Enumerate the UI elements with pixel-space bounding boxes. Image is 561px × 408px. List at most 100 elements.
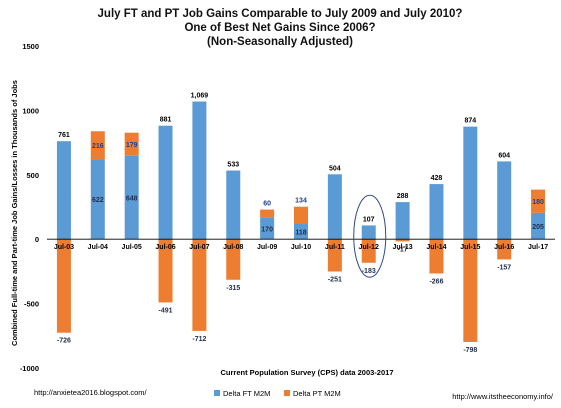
- bar-ft: [56, 141, 71, 240]
- data-label-pt: -712: [192, 336, 206, 343]
- data-labels: 761 -726 622 216 648 179 881 -491 1,069 -712 533 -3…: [57, 93, 544, 354]
- bar-pt: [226, 239, 241, 280]
- bar-ft: [124, 155, 139, 240]
- data-label-pt: 216: [92, 143, 104, 150]
- bar-pt: [327, 239, 342, 272]
- footer-right-url: http://www.itstheeconomy.info/: [452, 392, 554, 401]
- x-axis-label: Current Population Survey (CPS) data 200…: [221, 368, 394, 377]
- category-label: Jul-08: [223, 244, 243, 251]
- title-line-1: July FT and PT Job Gains Comparable to J…: [98, 8, 463, 20]
- data-label-ft: 1,069: [191, 93, 209, 100]
- data-label-pt: -17: [398, 246, 408, 253]
- legend-label: Delta PT M2M: [293, 389, 341, 398]
- category-label: Jul-10: [291, 244, 311, 251]
- category-label: Jul-07: [189, 244, 209, 251]
- bar-ft: [226, 170, 241, 240]
- y-tick-label: -1000: [20, 364, 39, 373]
- data-label-ft: 170: [261, 226, 273, 233]
- data-label-pt: 134: [295, 198, 307, 205]
- category-label: Jul-05: [122, 244, 142, 251]
- bar-ft: [395, 202, 410, 240]
- y-tick-label: 1500: [22, 42, 39, 51]
- bars: [56, 101, 546, 342]
- bar-pt: [294, 206, 308, 225]
- bar-pt: [192, 239, 207, 331]
- bar-pt: [463, 239, 478, 342]
- data-label-ft: 604: [498, 152, 510, 159]
- data-label-ft: 118: [295, 230, 306, 237]
- category-label: Jul-09: [257, 244, 277, 251]
- data-label-ft: 107: [363, 216, 375, 223]
- data-label-ft: 428: [431, 175, 443, 182]
- y-tick-label: 1000: [22, 106, 39, 115]
- data-label-pt: -315: [226, 285, 240, 292]
- data-label-pt: -726: [57, 338, 71, 345]
- bar-ft: [260, 217, 275, 240]
- bar-ft: [361, 225, 376, 240]
- category-label: Jul-16: [494, 244, 514, 251]
- bar-pt: [361, 239, 376, 263]
- data-label-pt: -183: [362, 268, 376, 275]
- legend-swatch: [284, 390, 290, 396]
- category-label: Jul-04: [88, 244, 108, 251]
- data-label-pt: -491: [159, 307, 173, 314]
- data-label-pt: -798: [463, 347, 477, 354]
- category-label: Jul-11: [325, 244, 345, 251]
- bar-pt: [90, 131, 105, 160]
- legend: Delta FT M2M Delta PT M2M: [214, 389, 341, 398]
- category-label: Jul-17: [528, 244, 548, 251]
- legend-label: Delta FT M2M: [223, 389, 270, 398]
- category-label: Jul-06: [155, 244, 175, 251]
- y-axis-label: Combined Full-time and Part-time Job Gai…: [10, 80, 19, 346]
- bar-ft: [90, 159, 105, 240]
- bar-ft: [531, 212, 546, 240]
- highlight-ellipse: [353, 194, 387, 278]
- bar-ft: [192, 101, 207, 240]
- bar-pt: [158, 239, 173, 303]
- category-label: Jul-15: [460, 244, 480, 251]
- y-axis: -1000 -500 0 500 1000 1500: [20, 42, 39, 373]
- data-label-ft: 881: [160, 117, 172, 124]
- data-label-ft: 648: [126, 195, 138, 202]
- legend-swatch: [214, 390, 220, 396]
- data-label-ft: 761: [58, 132, 70, 139]
- bar-pt: [56, 239, 71, 333]
- data-label-pt: 179: [126, 142, 138, 149]
- bar-ft: [158, 125, 173, 240]
- bar-ft: [463, 126, 478, 240]
- y-tick-label: -500: [24, 300, 39, 309]
- bar-ft: [429, 184, 444, 240]
- category-label: Jul-14: [426, 244, 446, 251]
- data-label-ft: 874: [464, 118, 476, 125]
- data-label-ft: 504: [329, 165, 341, 172]
- bar-pt: [260, 209, 275, 218]
- y-tick-label: 500: [26, 171, 39, 180]
- category-label: Jul-13: [392, 244, 412, 251]
- bar-pt: [395, 239, 410, 242]
- data-label-ft: 288: [397, 193, 409, 200]
- category-label: Jul-03: [54, 244, 74, 251]
- bar-pt: [124, 132, 139, 156]
- footer-left-url: http://anxietea2016.blogspot.com/: [34, 388, 147, 397]
- chart-title: July FT and PT Job Gains Comparable to J…: [98, 8, 463, 48]
- bar-pt: [429, 239, 444, 274]
- data-label-ft: 533: [227, 162, 239, 169]
- bar-ft: [327, 174, 342, 240]
- data-label-pt: 180: [532, 199, 544, 206]
- data-label-ft: 205: [532, 224, 544, 231]
- bar-ft: [497, 161, 512, 240]
- bar-pt: [531, 189, 546, 213]
- data-label-ft: 622: [92, 197, 104, 204]
- bar-pt: [497, 239, 512, 260]
- title-line-3: (Non-Seasonally Adjusted): [207, 36, 353, 48]
- title-line-2: One of Best Net Gains Since 2006?: [184, 22, 375, 34]
- highlight: [353, 194, 387, 278]
- category-labels: Jul-03 Jul-04 Jul-05 Jul-06 Jul-07 Jul-08 Jul-…: [54, 244, 548, 251]
- y-tick-label: 0: [35, 235, 39, 244]
- data-label-pt: -266: [429, 278, 443, 285]
- data-label-pt: 60: [263, 201, 271, 208]
- bar-ft: [294, 224, 308, 240]
- data-label-pt: -157: [497, 264, 511, 271]
- data-label-pt: -251: [328, 277, 342, 284]
